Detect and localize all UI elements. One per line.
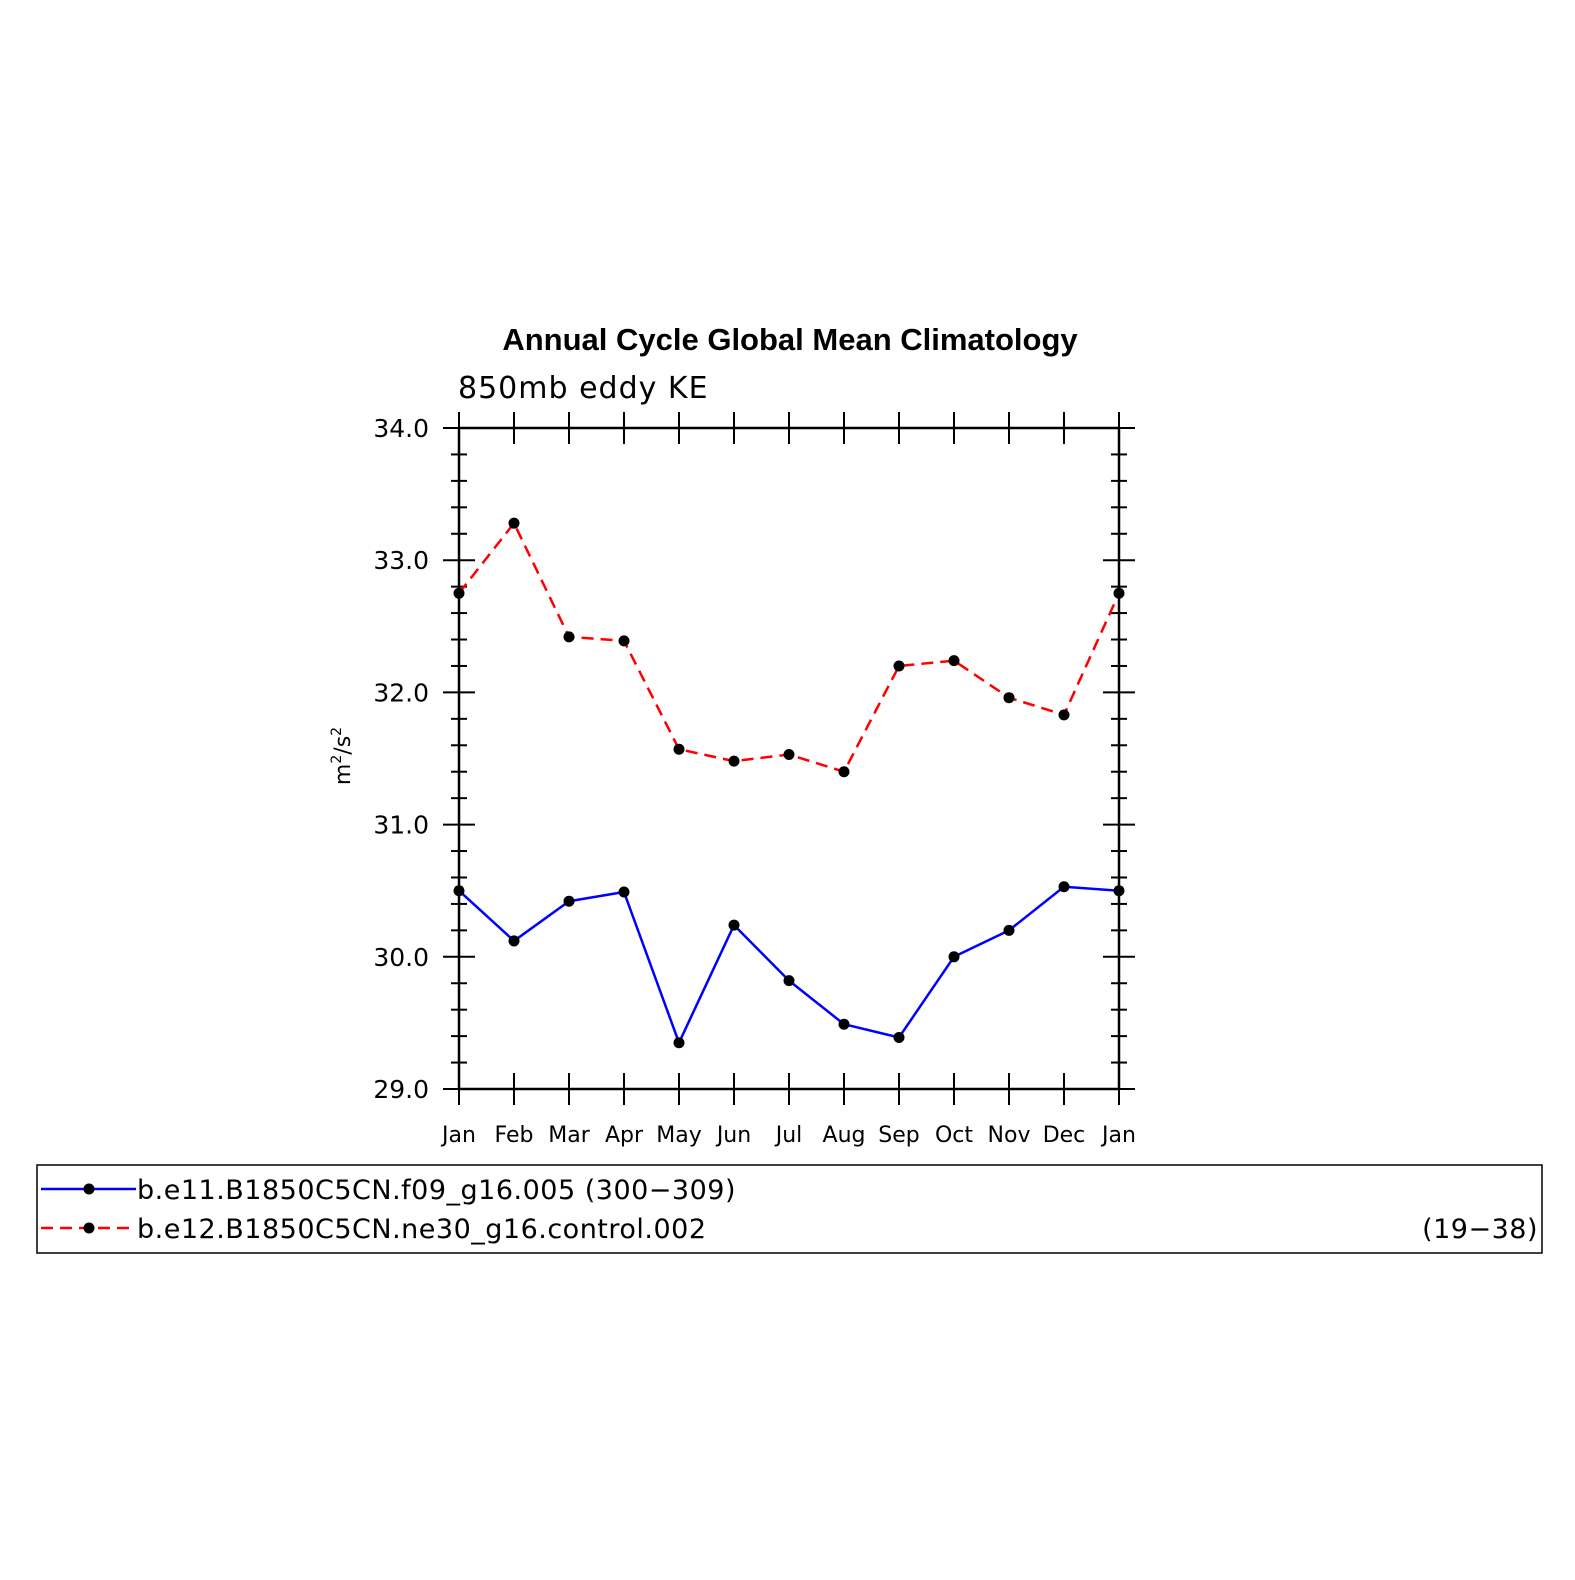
data-point-series-1 [893,1031,905,1043]
chart-title: Annual Cycle Global Mean Climatology [502,322,1078,357]
x-tick-label: Jun [715,1123,751,1148]
data-point-series-2 [728,755,740,767]
x-tick-label: Feb [495,1123,534,1148]
y-tick-label: 33.0 [373,546,429,575]
legend-marker-series-2 [83,1222,95,1234]
plot-frame [457,426,1121,1091]
x-tick-label: Dec [1043,1123,1086,1148]
legend-label-series-2: b.e12.B1850C5CN.ne30_g16.control.002 [137,1214,707,1245]
data-point-series-2 [563,631,575,643]
legend-suffix-series-2: (19−38) [1422,1214,1538,1245]
data-point-series-1 [1003,924,1015,936]
legend-label-series-1: b.e11.B1850C5CN.f09_g16.005 (300−309) [137,1175,736,1206]
series-line-1 [458,885,1120,1044]
x-tick-label: Oct [935,1123,973,1148]
data-point-series-1 [948,951,960,963]
y-tick-label: 29.0 [373,1075,429,1104]
legend: b.e11.B1850C5CN.f09_g16.005 (300−309) b.e… [36,1164,1543,1254]
data-point-series-2 [783,749,795,761]
series-line-2 [458,521,1121,773]
data-point-series-2 [508,517,520,529]
data-point-series-2 [1058,709,1070,721]
data-point-series-2 [948,655,960,667]
data-point-series-2 [618,635,630,647]
data-point-series-1 [728,919,740,931]
series-layer [453,517,1125,1049]
y-tick-label: 30.0 [373,943,429,972]
x-tick-label: Nov [988,1123,1031,1148]
x-tick-label: May [656,1123,701,1148]
data-point-series-1 [563,895,575,907]
x-tick-label: Jul [774,1123,803,1148]
data-point-series-1 [508,935,520,947]
data-point-series-1 [1058,881,1070,893]
data-point-series-2 [838,766,850,778]
y-axis-label: m2/s2 [329,727,356,785]
x-tick-label: Mar [548,1123,590,1148]
data-point-series-2 [893,660,905,672]
data-point-series-1 [673,1037,685,1049]
data-point-series-2 [673,743,685,755]
x-tick-label: Jan [440,1123,476,1148]
x-tick-label: Sep [878,1123,919,1148]
y-tick-label: 31.0 [373,811,429,840]
x-tick-label: Apr [605,1123,644,1148]
legend-marker-series-1 [83,1183,95,1195]
data-point-series-1 [838,1018,850,1030]
y-tick-label: 34.0 [373,414,429,443]
x-tick-label: Aug [823,1123,866,1148]
data-point-series-1 [618,886,630,898]
chart-subtitle: 850mb eddy KE [458,371,709,406]
data-point-series-1 [783,975,795,987]
y-tick-label: 32.0 [373,678,429,707]
x-tick-label: Jan [1100,1123,1136,1148]
tick-labels-layer: 29.0 30.0 31.0 32.0 33.0 34.0 Jan Feb Mar Apr May J… [373,414,1136,1148]
legend-frame [36,1164,1543,1254]
data-point-series-2 [1003,692,1015,704]
